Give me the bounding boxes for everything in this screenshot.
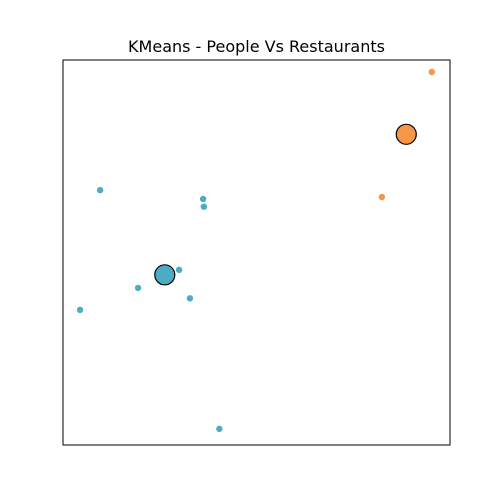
cluster-2-point-1 <box>428 68 436 76</box>
cluster-1-point-6 <box>186 295 194 302</box>
chart-title: KMeans - People Vs Restaurants <box>128 37 385 56</box>
plot-area-frame <box>62 59 451 446</box>
cluster-1-centroid <box>154 264 176 286</box>
cluster-1-point-5 <box>134 284 142 292</box>
scatter-marks <box>76 68 436 433</box>
cluster-1-point-8 <box>216 425 223 433</box>
cluster-1-point-1 <box>96 186 104 194</box>
cluster-2-point-2 <box>378 193 386 201</box>
cluster-2-centroid <box>395 123 417 145</box>
cluster-1-point-7 <box>76 306 84 314</box>
cluster-1-point-2 <box>199 195 207 203</box>
cluster-1-point-4 <box>175 266 183 274</box>
cluster-1-point-3 <box>200 203 208 210</box>
